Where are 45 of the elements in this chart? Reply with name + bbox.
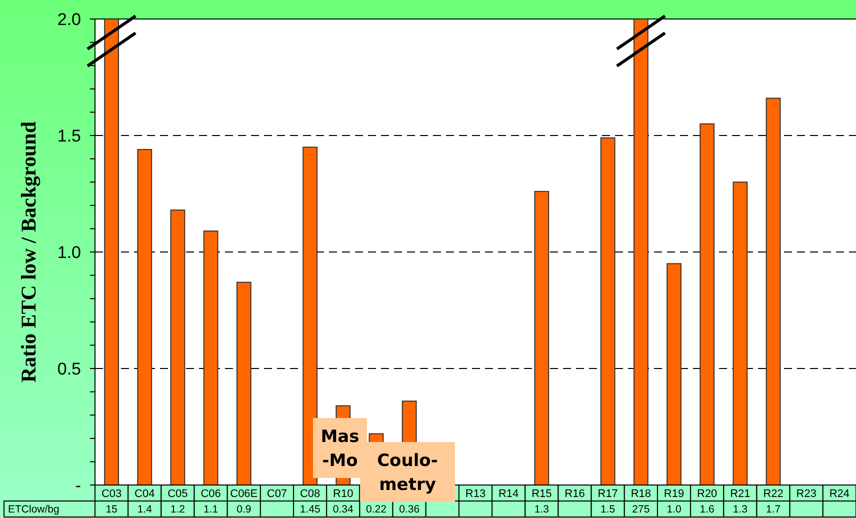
x-tick-label: C04 [134, 488, 155, 500]
data-label: 0.9 [236, 504, 252, 516]
x-tick-label: R20 [697, 488, 718, 500]
data-label: 1.6 [700, 504, 715, 516]
x-tick-label: C06 [200, 488, 221, 500]
data-label: 1.4 [137, 504, 152, 516]
x-tick-label: R14 [498, 488, 519, 500]
x-tick-label: R23 [796, 488, 816, 500]
x-tick-label: R21 [730, 488, 750, 500]
data-label: 1.3 [534, 504, 550, 516]
x-tick-label: R15 [532, 488, 552, 500]
data-label: 1.7 [766, 504, 781, 516]
x-tick-label: R24 [829, 488, 850, 500]
y-tick-label: 0.5 [57, 359, 81, 378]
x-tick-label: R17 [598, 488, 618, 500]
annotation: Coulo- metry [377, 450, 438, 495]
x-tick-label: R16 [564, 488, 585, 500]
x-tick-label: C08 [300, 488, 320, 500]
data-label: 0.36 [399, 504, 420, 516]
x-tick-label: C03 [101, 488, 122, 500]
data-label: 1.3 [732, 504, 748, 516]
data-label: 1.0 [666, 504, 682, 516]
y-tick-label: 1.5 [57, 126, 81, 146]
x-tick-label: C06E [230, 488, 258, 500]
x-tick-label: C05 [168, 488, 188, 500]
x-tick-label: R22 [763, 488, 784, 500]
text: 275 [632, 504, 650, 516]
data-label: 1.45 [300, 504, 320, 516]
data-label: 1.2 [170, 504, 186, 516]
y-tick-label: - [75, 476, 81, 495]
data-label: 0.22 [366, 504, 387, 516]
y-axis-title: Ratio ETC low / Background [16, 121, 40, 382]
x-tick-label: R10 [333, 488, 354, 500]
data-label: 1.1 [204, 504, 218, 516]
y-tick-label: 2.0 [57, 10, 81, 29]
data-label: 0.34 [332, 504, 354, 516]
data-label: 1.5 [600, 504, 616, 516]
annotation: Mas -Mo [320, 426, 360, 471]
text: 15 [106, 504, 118, 516]
text: ETClow/bg [8, 504, 60, 516]
x-tick-label: R19 [664, 488, 684, 500]
x-tick-label: R18 [630, 488, 652, 500]
x-tick-label: C07 [266, 488, 288, 500]
y-tick-label: 1.0 [57, 242, 81, 262]
x-tick-label: R13 [465, 488, 486, 500]
